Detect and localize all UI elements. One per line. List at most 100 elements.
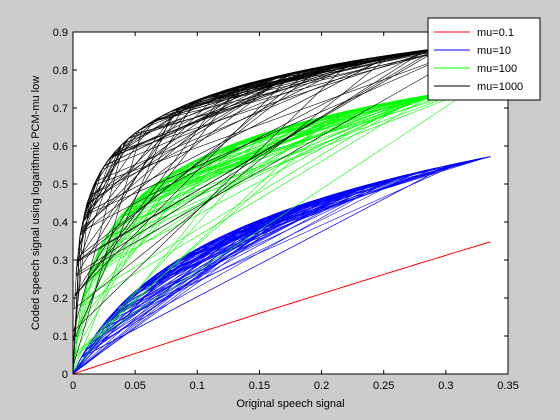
series-segment	[89, 59, 362, 196]
x-tick-label: 0.3	[438, 380, 453, 392]
x-tick-label: 0	[70, 380, 76, 392]
y-tick-label: 0.7	[53, 103, 68, 115]
series-segment	[108, 74, 285, 160]
series-segment	[74, 54, 392, 310]
x-axis-label: Original speech signal	[236, 398, 344, 410]
series-segment	[74, 72, 295, 296]
series-segment	[77, 154, 209, 326]
series-segment	[136, 176, 402, 291]
series-segment	[74, 89, 227, 297]
series-segment	[74, 87, 475, 353]
series-segment	[81, 133, 135, 224]
series-segment	[108, 206, 297, 319]
series-segment	[124, 107, 365, 213]
legend-label: mu=1000	[477, 81, 523, 93]
series-segment	[162, 107, 179, 116]
series-segment	[80, 142, 239, 307]
series-segment	[160, 170, 176, 181]
series-segment	[73, 202, 309, 373]
series-segment	[88, 205, 300, 345]
y-tick-label: 0.2	[53, 293, 68, 305]
series-segment	[153, 74, 282, 121]
series-segment	[80, 73, 289, 235]
series-segment	[105, 96, 418, 239]
series-segment	[118, 109, 355, 219]
series-segment	[226, 75, 282, 91]
series-segment	[378, 103, 383, 105]
series-segment	[152, 60, 356, 122]
series-segment	[361, 156, 489, 187]
legend: mu=0.1 mu=10 mu=100 mu=1000	[427, 17, 541, 101]
series-segment	[81, 144, 122, 224]
series-segment	[75, 49, 426, 275]
series-segment	[136, 95, 424, 201]
series-segment	[105, 162, 461, 323]
series-segment	[77, 155, 112, 251]
series-segment	[77, 66, 323, 258]
series-segment	[74, 171, 176, 353]
series-segment	[253, 156, 489, 223]
x-tick-label: 0.15	[249, 380, 270, 392]
series-segment	[80, 49, 426, 233]
series-segment	[133, 44, 466, 135]
series-segment	[210, 109, 355, 154]
series-segment	[137, 115, 163, 132]
x-tick-label: 0.35	[497, 380, 518, 392]
series-segment	[269, 94, 430, 132]
series-segment	[140, 204, 302, 287]
series-segment	[77, 194, 143, 326]
series-segment	[74, 110, 348, 355]
series-segment	[162, 265, 170, 271]
series-segment	[89, 72, 294, 196]
series-segment	[73, 61, 351, 332]
series-segment	[189, 99, 200, 104]
series-segment	[205, 209, 286, 245]
series-segment	[80, 82, 253, 230]
x-tick-label: 0.2	[314, 380, 329, 392]
series-segment	[124, 122, 301, 212]
series-segment	[81, 120, 155, 224]
y-tick-label: 0.5	[53, 179, 68, 191]
series-segment	[223, 211, 282, 236]
series-segment	[149, 166, 183, 190]
series-segment	[116, 188, 150, 222]
series-mu=1000	[72, 41, 491, 375]
series-segment	[72, 127, 143, 367]
series-layer	[72, 41, 491, 375]
series-segment	[239, 51, 413, 87]
series-segment	[88, 154, 209, 276]
series-segment	[75, 218, 120, 344]
y-tick-label: 0.9	[53, 27, 68, 39]
series-segment	[111, 47, 440, 157]
series-segment	[95, 53, 398, 182]
series-segment	[75, 42, 485, 277]
series-segment	[97, 172, 416, 332]
series-segment	[104, 103, 383, 241]
series-mu=10	[72, 156, 491, 375]
series-segment	[220, 46, 450, 93]
x-tick-label: 0.25	[373, 380, 394, 392]
legend-label: mu=10	[477, 45, 511, 57]
series-segment	[109, 184, 368, 318]
series-segment	[172, 184, 369, 264]
series-segment	[108, 226, 243, 319]
series-mu=0.1	[72, 241, 491, 375]
series-segment	[72, 257, 182, 374]
series-line	[72, 241, 491, 375]
series-segment	[73, 126, 287, 360]
series-segment	[76, 47, 442, 261]
y-tick-label: 0.3	[53, 255, 68, 267]
series-segment	[111, 111, 346, 229]
series-segment	[73, 109, 175, 342]
ticks-layer: 0 0.05 0.1 0.15 0.2 0.25 0.3 0.35 0 0.1 0.2 0.3 0.4 0…	[53, 27, 519, 392]
legend-label: mu=100	[477, 63, 517, 75]
series-segment	[199, 75, 282, 100]
x-tick-label: 0.1	[190, 380, 205, 392]
y-tick-label: 0	[62, 369, 68, 381]
series-segment	[79, 107, 181, 237]
series-segment	[76, 68, 312, 263]
series-segment	[111, 94, 432, 230]
series-segment	[81, 94, 433, 307]
series-segment	[169, 132, 265, 175]
